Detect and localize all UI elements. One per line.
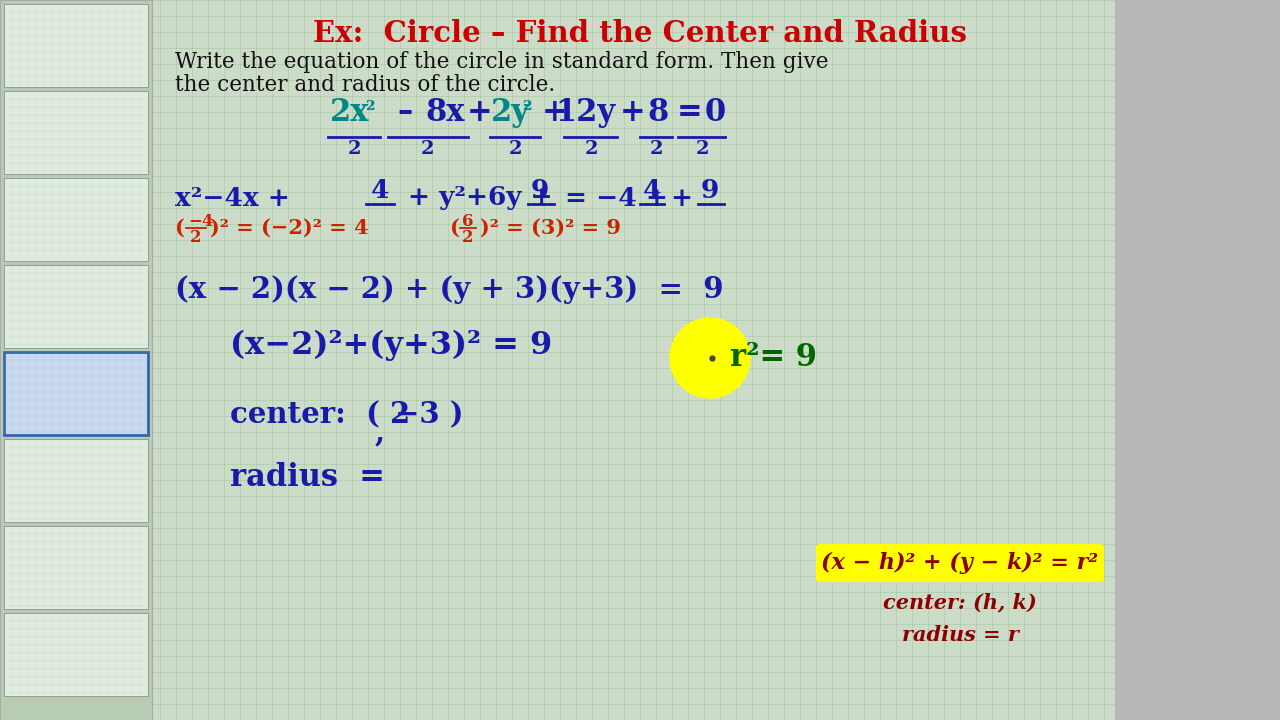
- Text: 2x: 2x: [330, 97, 370, 128]
- Text: 2: 2: [347, 140, 361, 158]
- FancyBboxPatch shape: [4, 91, 148, 174]
- FancyBboxPatch shape: [1115, 0, 1280, 720]
- Text: 2: 2: [420, 140, 434, 158]
- Text: +: +: [621, 97, 646, 128]
- Text: center: (h, k): center: (h, k): [883, 592, 1037, 612]
- Text: +: +: [467, 97, 493, 128]
- Text: 2: 2: [191, 228, 202, 246]
- Text: Ex:  Circle – Find the Center and Radius: Ex: Circle – Find the Center and Radius: [314, 19, 966, 48]
- FancyBboxPatch shape: [4, 265, 148, 348]
- Text: the center and radius of the circle.: the center and radius of the circle.: [175, 74, 556, 96]
- Text: (: (: [451, 218, 460, 238]
- Text: =: =: [677, 97, 703, 128]
- Text: (: (: [175, 218, 184, 238]
- Text: 2: 2: [695, 140, 709, 158]
- Circle shape: [669, 318, 750, 398]
- Text: 4: 4: [643, 179, 662, 204]
- Text: 9: 9: [701, 179, 719, 204]
- Text: 12y: 12y: [556, 97, 616, 128]
- Text: 2: 2: [584, 140, 598, 158]
- Text: 2: 2: [508, 140, 522, 158]
- Text: 8x: 8x: [425, 97, 465, 128]
- FancyBboxPatch shape: [4, 439, 148, 522]
- Text: r²= 9: r²= 9: [730, 343, 817, 374]
- Text: (x−2)²+(y+3)² = 9: (x−2)²+(y+3)² = 9: [230, 329, 552, 361]
- Text: −4: −4: [188, 212, 214, 230]
- Text: 2y: 2y: [490, 97, 530, 128]
- Text: ²: ²: [522, 100, 531, 122]
- Text: 9: 9: [531, 179, 549, 204]
- Text: ,: ,: [375, 418, 385, 448]
- Text: 6: 6: [462, 212, 474, 230]
- Text: −3 ): −3 ): [396, 400, 463, 430]
- Text: (x − h)² + (y − k)² = r²: (x − h)² + (y − k)² = r²: [822, 552, 1098, 574]
- Text: 0: 0: [704, 97, 726, 128]
- FancyBboxPatch shape: [4, 613, 148, 696]
- FancyBboxPatch shape: [817, 544, 1103, 582]
- Text: x²−4x +: x²−4x +: [175, 186, 289, 210]
- Text: + y²+6y +: + y²+6y +: [408, 186, 553, 210]
- FancyBboxPatch shape: [4, 4, 148, 87]
- Text: Write the equation of the circle in standard form. Then give: Write the equation of the circle in stan…: [175, 51, 828, 73]
- FancyBboxPatch shape: [4, 178, 148, 261]
- Text: –: –: [397, 97, 412, 128]
- Text: (x − 2)(x − 2) + (y + 3)(y+3)  =  9: (x − 2)(x − 2) + (y + 3)(y+3) = 9: [175, 276, 723, 305]
- Text: )² = (−2)² = 4: )² = (−2)² = 4: [210, 218, 369, 238]
- FancyBboxPatch shape: [4, 526, 148, 609]
- Text: +: +: [669, 186, 692, 210]
- FancyBboxPatch shape: [0, 0, 152, 720]
- Text: radius = r: radius = r: [901, 625, 1019, 645]
- Text: center:  ( 2: center: ( 2: [230, 400, 411, 430]
- Text: 2: 2: [649, 140, 663, 158]
- FancyBboxPatch shape: [4, 352, 148, 435]
- Text: 2: 2: [462, 228, 474, 246]
- Text: = −4 +: = −4 +: [564, 186, 668, 210]
- Text: 4: 4: [371, 179, 389, 204]
- Text: 8: 8: [648, 97, 668, 128]
- Text: )² = (3)² = 9: )² = (3)² = 9: [480, 218, 621, 238]
- Text: ²: ²: [365, 100, 375, 122]
- Text: +: +: [543, 97, 568, 128]
- Text: radius  =: radius =: [230, 462, 385, 493]
